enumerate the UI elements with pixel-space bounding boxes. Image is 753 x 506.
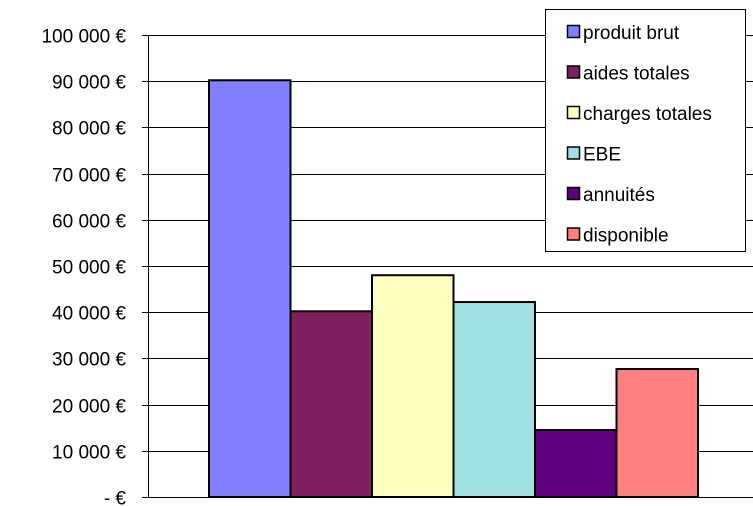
legend-label: aides totales (583, 64, 690, 85)
y-tick-label: 100 000 € (41, 27, 126, 48)
legend-swatch (566, 186, 581, 201)
bar-produit-brut (208, 79, 292, 498)
legend-label: produit brut (583, 23, 680, 44)
y-tick-label: 40 000 € (52, 304, 126, 325)
y-tick-label: 90 000 € (52, 73, 126, 94)
y-tick-label: 60 000 € (52, 212, 126, 233)
legend-label: disponible (583, 226, 669, 247)
legend-swatch (566, 227, 581, 241)
legend-swatch (566, 146, 581, 160)
y-tick-label: 30 000 € (52, 350, 126, 371)
y-tick-label: 20 000 € (52, 397, 126, 418)
legend-swatch (566, 24, 581, 39)
y-tick-label: 70 000 € (52, 166, 126, 187)
y-tick-label: 50 000 € (52, 258, 126, 279)
bar-ebe (452, 301, 536, 499)
legend-swatch (566, 65, 581, 79)
legend-swatch (566, 105, 581, 120)
y-tick-label: - € (104, 489, 127, 506)
legend-label: charges totales (583, 104, 712, 125)
legend-label: annuités (583, 185, 655, 206)
bar-annuit-s (534, 429, 618, 499)
y-tick-label: 10 000 € (52, 443, 126, 464)
bar-disponible (615, 368, 699, 498)
y-tick-labels: - € 10 000 € 20 000 € 30 000 € 40 000 € 50 00… (41, 27, 148, 506)
bars (208, 79, 699, 499)
legend-box (545, 9, 746, 252)
legend-label: EBE (583, 145, 621, 166)
bar-aides-totales (289, 310, 373, 498)
bar-charges-totales (371, 274, 455, 498)
legend: produit brut aides totales charges totales… (545, 9, 746, 252)
y-tick-label: 80 000 € (52, 119, 126, 140)
